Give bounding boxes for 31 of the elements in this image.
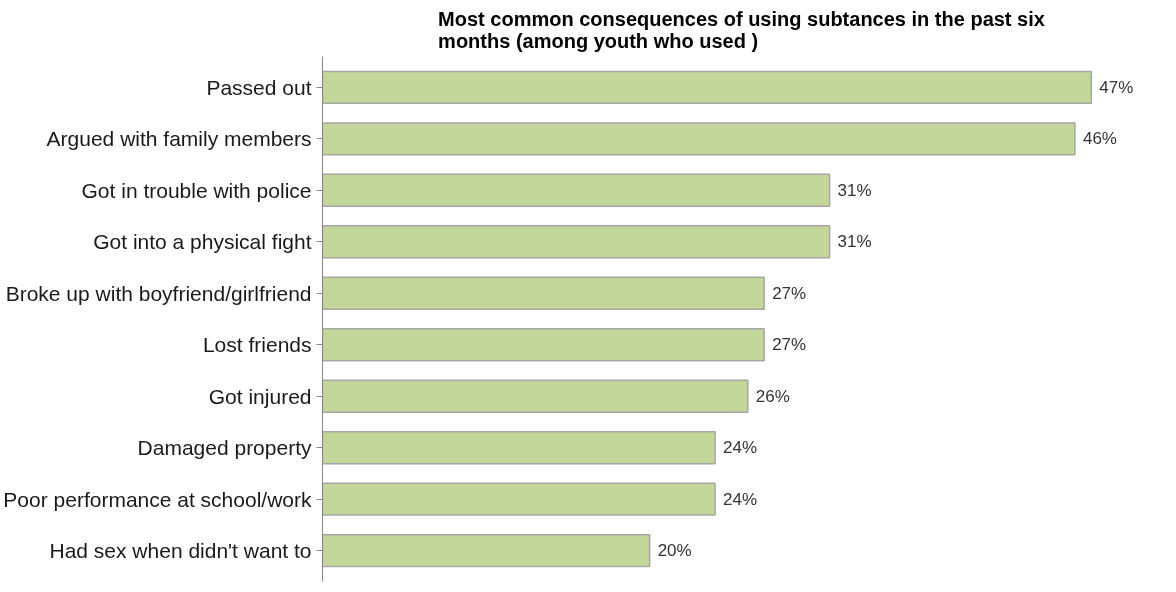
chart-title: Most common consequences of using subtances in the past six months (among youth who used )	[438, 7, 1045, 52]
y-tick-label: Argued with family members	[46, 127, 312, 151]
data-label: 27%	[772, 335, 807, 355]
data-label: 46%	[1082, 129, 1117, 149]
data-label: 27%	[772, 283, 807, 303]
y-tick-label: Broke up with boyfriend/girlfriend	[5, 281, 312, 305]
y-tick-label: Poor performance at school/work	[3, 487, 312, 511]
y-tick-label: Got into a physical fight	[93, 230, 312, 254]
data-label: 47%	[1099, 77, 1134, 97]
y-tick-label: Passed out	[206, 75, 312, 99]
bar	[322, 225, 831, 259]
y-tick-label: Damaged property	[137, 436, 312, 460]
data-label: 20%	[657, 541, 692, 561]
bar	[322, 482, 716, 516]
y-tick-label: Got injured	[208, 384, 312, 408]
y-tick-label: Had sex when didn't want to	[49, 539, 312, 563]
bar	[322, 276, 765, 310]
y-tick-label: Got in trouble with police	[81, 178, 312, 202]
data-label: 31%	[837, 180, 872, 200]
data-label: 31%	[837, 232, 872, 252]
data-label: 24%	[723, 438, 758, 458]
bar	[322, 122, 1076, 156]
data-label: 26%	[755, 386, 790, 406]
bar	[322, 533, 651, 568]
data-label: 24%	[723, 489, 758, 509]
bar	[322, 430, 716, 465]
bar	[322, 328, 765, 362]
bar	[322, 70, 1093, 105]
bar	[322, 379, 749, 413]
y-tick-label: Lost friends	[202, 333, 312, 357]
bar	[322, 173, 831, 208]
